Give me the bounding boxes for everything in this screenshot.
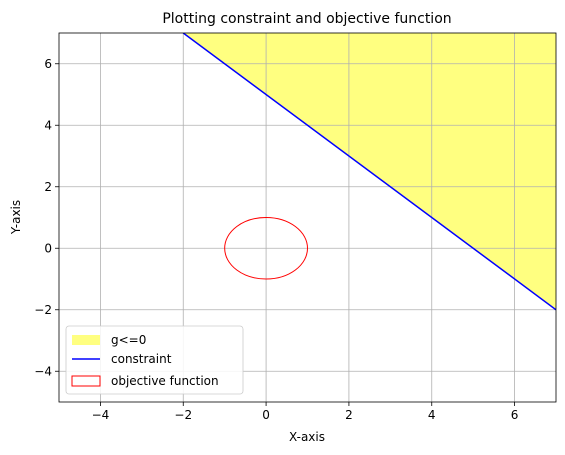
legend-entry-region: g<=0 [111, 333, 146, 347]
legend-box [65, 325, 244, 395]
legend-entry-constraint: constraint [111, 352, 172, 366]
x-tick-label: 2 [345, 408, 353, 422]
x-tick-label: 0 [262, 408, 270, 422]
plot-frame [58, 32, 557, 403]
legend-entry-objective: objective function [111, 374, 219, 388]
x-tick-label: 6 [511, 408, 519, 422]
y-axis-label: Y-axis [9, 200, 23, 235]
y-tick-label: 6 [44, 57, 52, 71]
x-tick-label: −2 [174, 408, 192, 422]
y-tick-label: 0 [44, 241, 52, 255]
objective-function-circle [224, 217, 309, 280]
plot-area: −4 −2 0 2 4 6 −4 −2 0 2 4 6 [34, 32, 557, 422]
chart-title: Plotting constraint and objective functi… [162, 11, 451, 27]
legend-swatch-objective [71, 375, 101, 387]
legend: g<=0 constraint objective function [65, 325, 244, 395]
x-tick-label: −4 [92, 408, 110, 422]
plot-content [59, 33, 556, 402]
y-tick-label: −2 [34, 303, 52, 317]
x-tick-label: 4 [428, 408, 436, 422]
legend-swatch-region [72, 335, 100, 345]
constraint-line [182, 33, 556, 311]
x-axis-label: X-axis [289, 430, 325, 444]
y-tick-label: −4 [34, 364, 52, 378]
y-tick-label: 2 [44, 180, 52, 194]
y-tick-label: 4 [44, 118, 52, 132]
